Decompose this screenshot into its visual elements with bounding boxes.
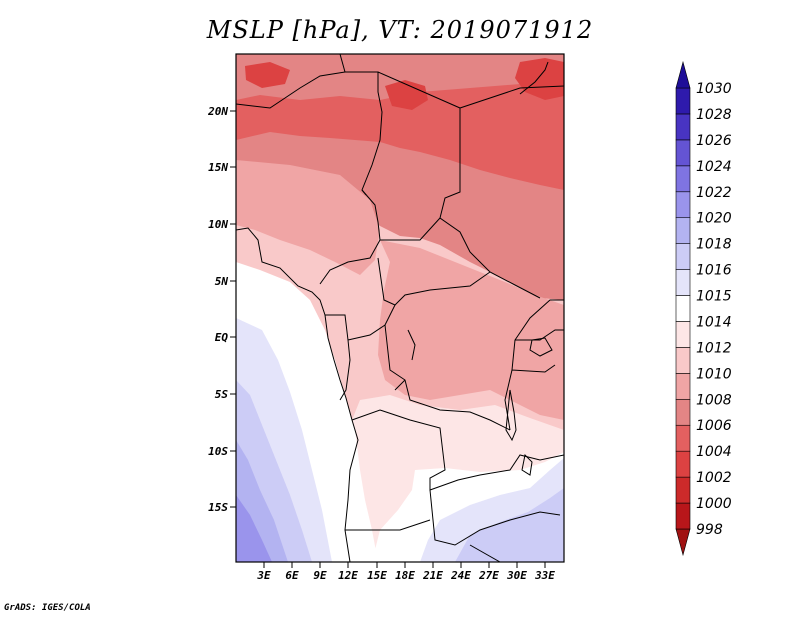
- colorbar-segment: [675, 321, 691, 348]
- colorbar-segment: [675, 165, 691, 193]
- field-1004-ne: [515, 58, 564, 100]
- colorbar-label-1026: 1026: [696, 133, 732, 149]
- colorbar-segment: [675, 476, 691, 504]
- lon-label-33e: 33E: [534, 569, 555, 582]
- lake-outlines: [407, 329, 553, 476]
- colorbar-segment: [675, 295, 691, 322]
- map-frame: [235, 53, 565, 563]
- lon-label-27e: 27E: [478, 569, 499, 582]
- colorbar-segment: [675, 139, 691, 167]
- field-1010-west: [236, 160, 380, 275]
- pressure-field: [236, 54, 564, 562]
- lat-label-5s: 5S: [215, 388, 229, 401]
- colorbar-label-1004: 1004: [696, 444, 732, 460]
- colorbar-label-1024: 1024: [696, 159, 732, 175]
- colorbar-segment: [675, 450, 691, 478]
- colorbar-segment: [675, 347, 691, 374]
- lon-label-3e: 3E: [256, 569, 271, 582]
- colorbar-segment: [675, 424, 691, 452]
- colorbar-label-1018: 1018: [696, 237, 732, 253]
- colorbar-label-1002: 1002: [696, 470, 732, 486]
- colorbar: 998 1000 1002 1004 1006 1008 1010 1012 1014 1015 1…: [675, 60, 732, 557]
- southern-borders: [345, 409, 564, 562]
- lat-label-15s: 15S: [208, 501, 228, 514]
- colorbar-label-1028: 1028: [696, 107, 732, 123]
- colorbar-label-1030: 1030: [696, 81, 732, 97]
- colorbar-triangle-max: [675, 60, 691, 89]
- colorbar-segment: [675, 87, 691, 115]
- lon-label-6e: 6E: [285, 569, 299, 582]
- colorbar-label-1015: 1015: [696, 289, 732, 305]
- lon-label-21e: 21E: [422, 569, 443, 582]
- chad-cameroon-borders: [319, 189, 491, 306]
- colorbar-triangle-min: [675, 528, 691, 557]
- colorbar-segment: [675, 191, 691, 219]
- colorbar-label-1010: 1010: [696, 366, 732, 382]
- field-1004-nw: [245, 62, 290, 88]
- west-coastline: [236, 227, 359, 562]
- lat-axis: 20N 15N 10N 5N EQ 5S 10S 15S: [207, 105, 236, 514]
- lon-axis: 3E 6E 9E 12E 15E 18E 21E 24E 27E 30E 33E: [256, 562, 555, 582]
- lat-label-10s: 10S: [208, 445, 228, 458]
- lon-label-18e: 18E: [395, 569, 415, 582]
- colorbar-segment: [675, 113, 691, 141]
- colorbar-segment: [675, 398, 691, 426]
- colorbar-label-1000: 1000: [696, 496, 732, 512]
- field-1018-se: [455, 488, 564, 562]
- field-1010-center: [378, 240, 564, 420]
- colorbar-label-1014: 1014: [696, 314, 732, 330]
- lat-label-15n: 15N: [208, 161, 228, 174]
- colorbar-label-998: 998: [696, 522, 723, 538]
- red-sea-coast: [519, 61, 549, 95]
- colorbar-label-1022: 1022: [696, 185, 732, 201]
- lat-label-20n: 20N: [207, 105, 228, 118]
- sahara-borders: [236, 54, 564, 299]
- lat-label-5n: 5N: [215, 275, 229, 288]
- map-title: MSLP [hPa], VT: 2019071912: [206, 16, 594, 44]
- colorbar-label-1008: 1008: [696, 392, 732, 408]
- lon-label-12e: 12E: [338, 569, 358, 582]
- field-1022: [236, 495, 272, 562]
- colorbar-label-1016: 1016: [696, 263, 732, 279]
- field-1004-n: [385, 80, 428, 110]
- grads-credit: GrADS: IGES/COLA: [4, 603, 91, 613]
- lon-label-24e: 24E: [450, 569, 471, 582]
- great-lakes-borders: [504, 299, 564, 431]
- colorbar-label-1006: 1006: [696, 418, 732, 434]
- colorbar-segment: [675, 243, 691, 270]
- colorbar-segment: [675, 217, 691, 244]
- lat-label-10n: 10N: [208, 218, 228, 231]
- colorbar-label-1020: 1020: [696, 211, 732, 227]
- field-1006-north: [236, 82, 564, 190]
- congo-borders: [325, 304, 511, 431]
- colorbar-segment: [675, 502, 691, 530]
- colorbar-segment: [675, 373, 691, 400]
- colorbar-label-1012: 1012: [696, 340, 732, 356]
- lat-label-eq: EQ: [215, 331, 229, 344]
- colorbar-segment: [675, 269, 691, 296]
- lon-label-9e: 9E: [313, 569, 327, 582]
- lon-label-15e: 15E: [367, 569, 387, 582]
- coast-and-borders: [236, 54, 564, 562]
- lon-label-30e: 30E: [506, 569, 527, 582]
